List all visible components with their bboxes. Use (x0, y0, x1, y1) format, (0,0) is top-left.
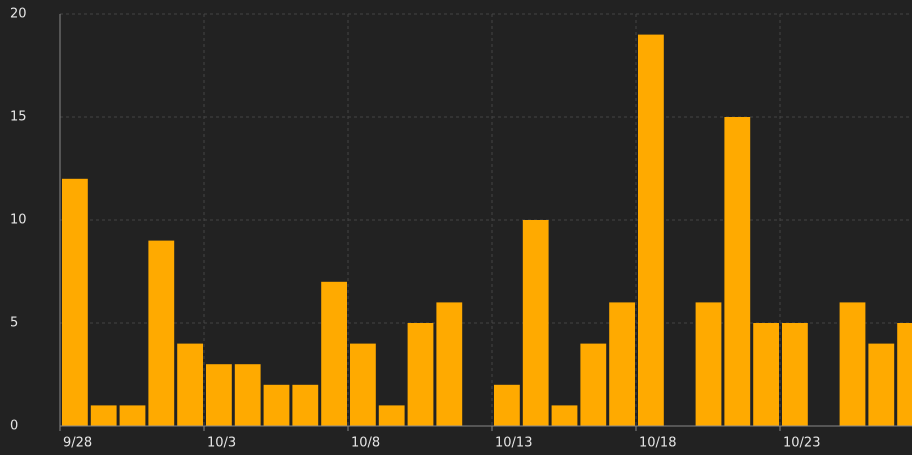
y-tick-label: 5 (10, 316, 18, 331)
y-tick-label: 15 (10, 110, 27, 125)
bar (695, 302, 722, 426)
x-tick-label: 10/23 (783, 436, 820, 451)
bar (897, 323, 912, 426)
bar (90, 405, 117, 426)
bar (177, 343, 203, 426)
x-tick-label: 10/8 (351, 436, 380, 451)
bar (580, 343, 607, 426)
bar (62, 178, 88, 426)
x-tick-label: 10/18 (639, 436, 676, 451)
bar (522, 220, 549, 426)
x-tick-label: 10/3 (207, 436, 236, 451)
y-tick-label: 0 (10, 419, 18, 434)
bar (609, 302, 635, 426)
bar (638, 34, 664, 426)
bar (494, 384, 520, 426)
y-tick-label: 10 (10, 213, 27, 228)
bar (753, 323, 779, 426)
bar (206, 364, 232, 426)
bar (782, 323, 808, 426)
bar (551, 405, 578, 426)
bar (436, 302, 463, 426)
bar (350, 343, 376, 426)
bar (378, 405, 405, 426)
bar (868, 343, 895, 426)
bar (724, 117, 751, 426)
bar (148, 240, 175, 426)
bar (263, 384, 290, 426)
y-tick-label: 20 (10, 7, 27, 22)
bar (292, 384, 319, 426)
bar (119, 405, 146, 426)
bar (407, 323, 434, 426)
bar (234, 364, 261, 426)
bar (321, 281, 347, 426)
x-tick-label: 9/28 (63, 436, 92, 451)
x-tick-label: 10/13 (495, 436, 532, 451)
bar (839, 302, 866, 426)
